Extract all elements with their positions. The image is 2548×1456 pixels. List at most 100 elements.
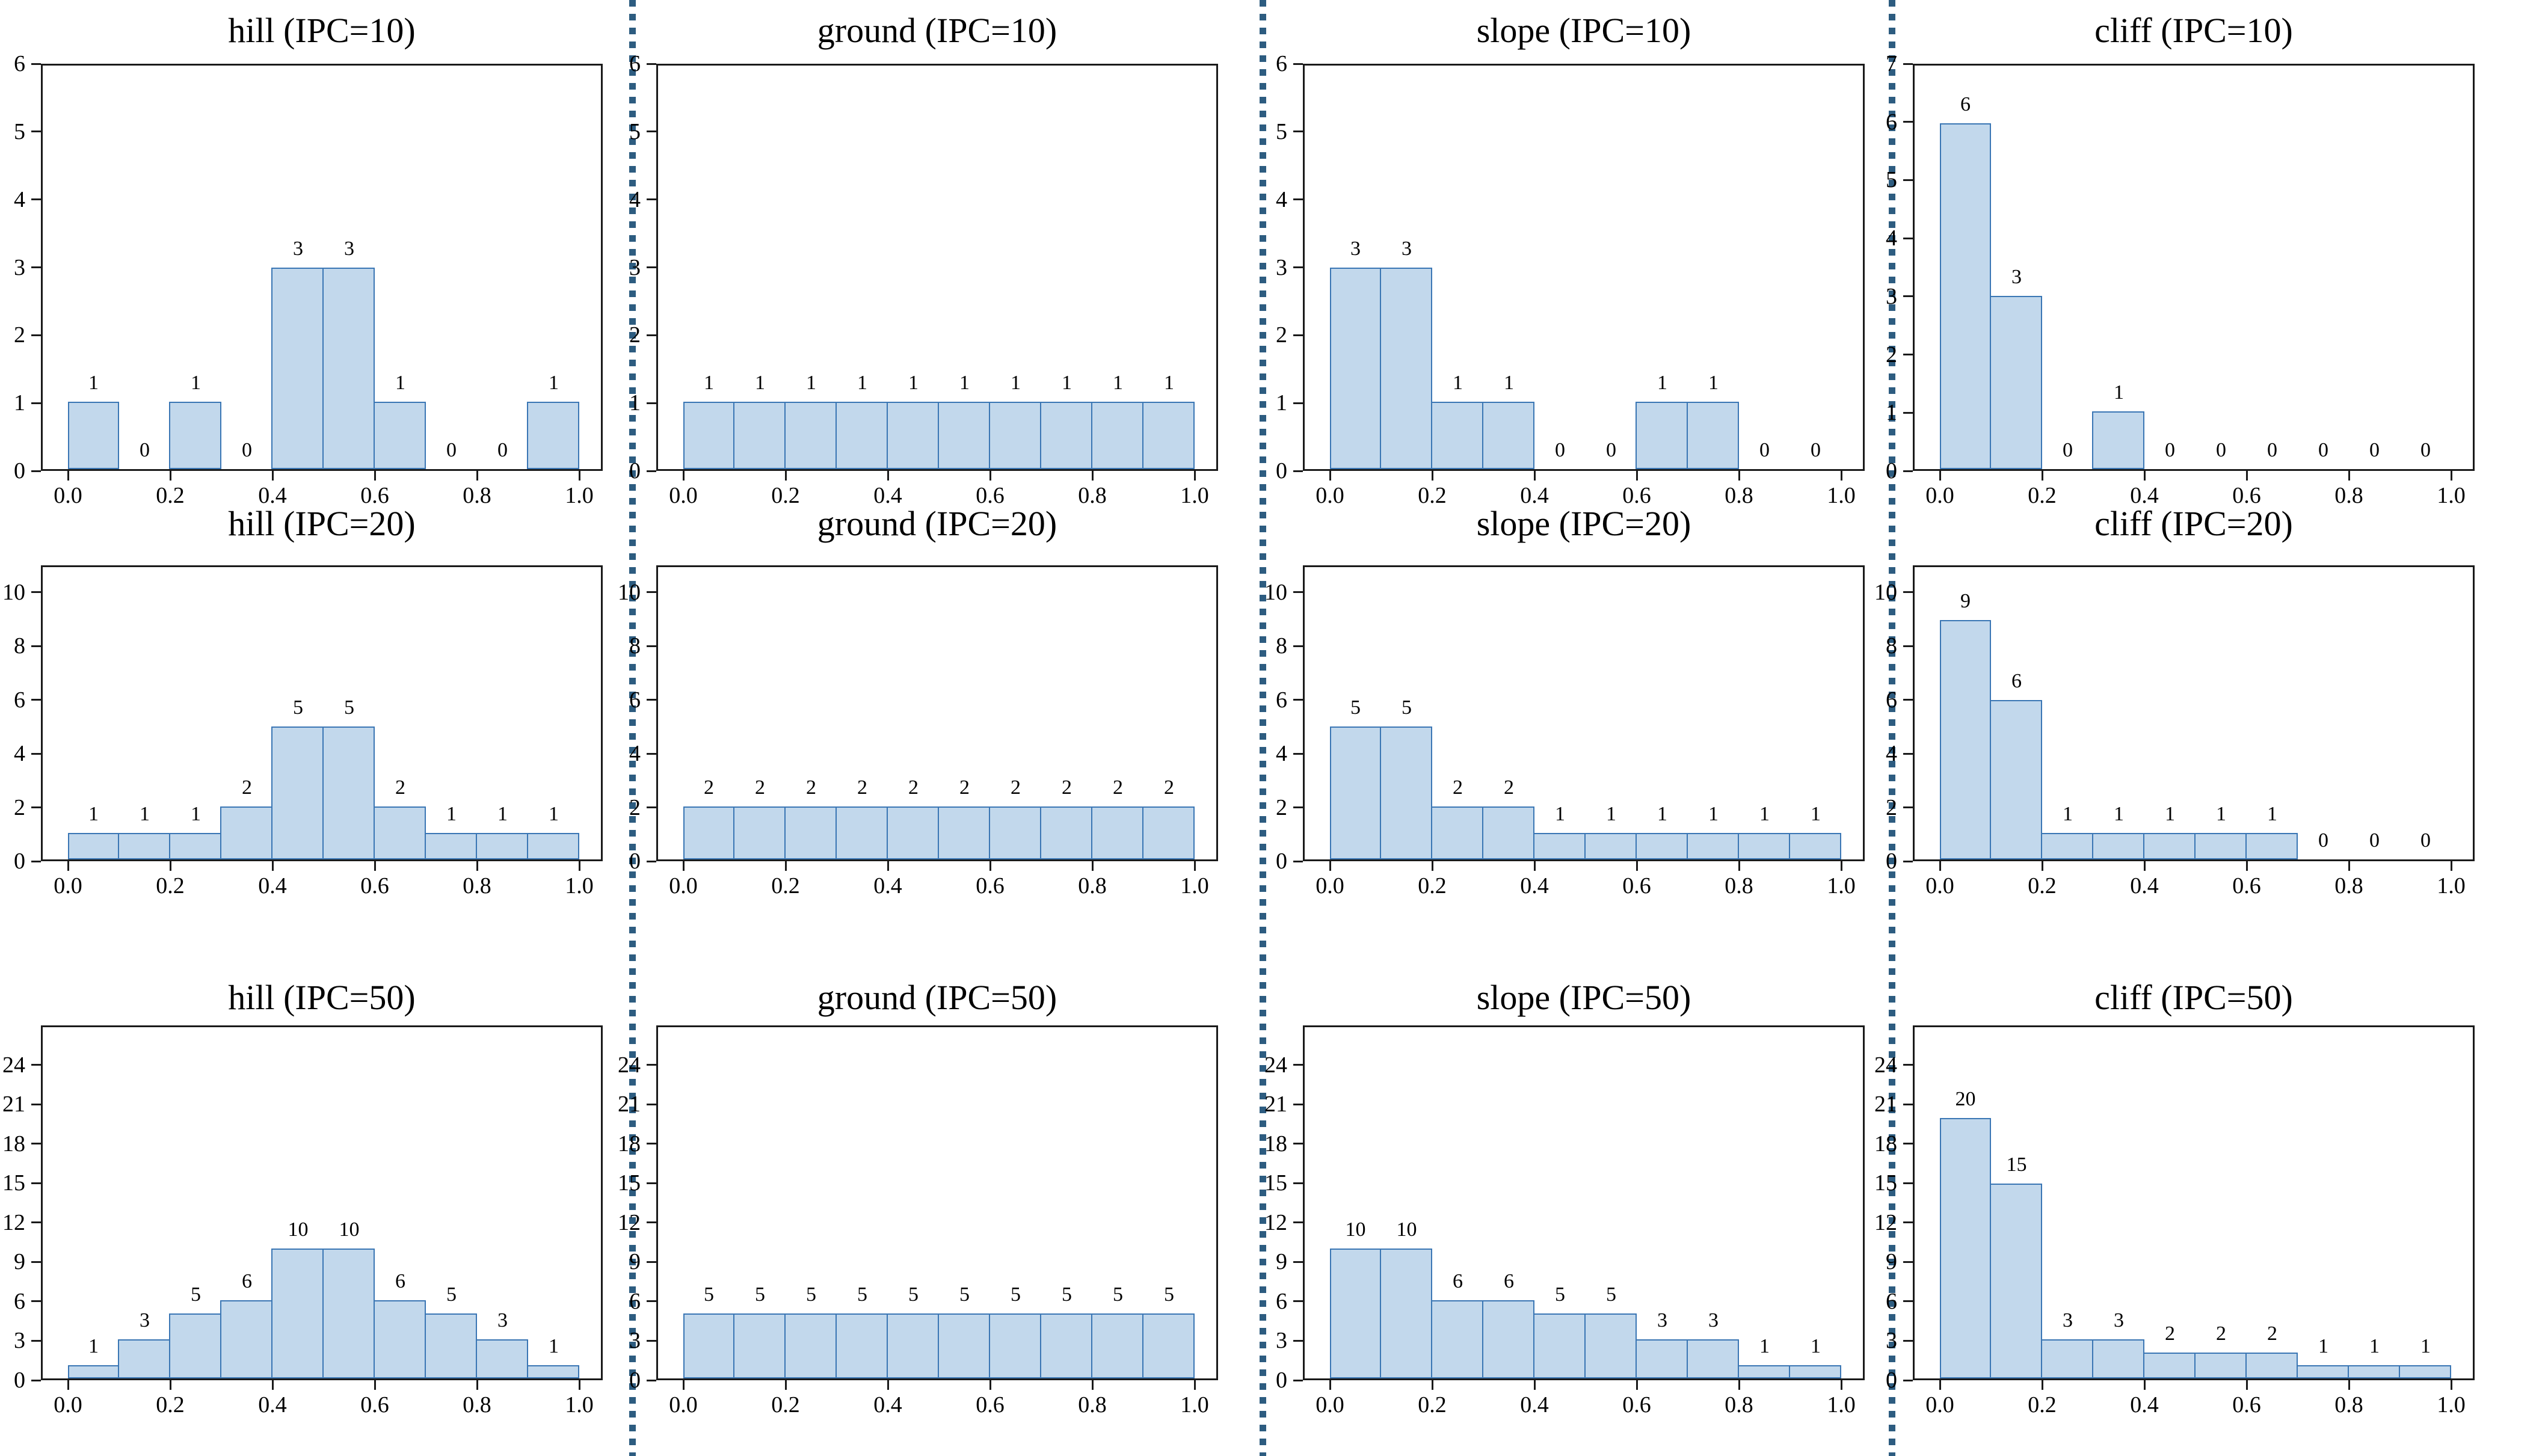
- y-tick-mark: [31, 645, 41, 647]
- histogram-bar: [835, 806, 888, 859]
- bar-value-label: 2: [908, 776, 919, 799]
- y-tick-label: 5: [1886, 167, 1897, 193]
- y-tick-label: 2: [1276, 794, 1287, 820]
- bar-value-label: 2: [755, 776, 765, 799]
- x-tick-label: 0.8: [1078, 1392, 1107, 1418]
- bar-value-label: 3: [1350, 237, 1361, 260]
- x-tick-label: 0.0: [1316, 483, 1344, 508]
- subplot-title: slope (IPC=10): [1476, 11, 1691, 50]
- x-tick-mark: [1636, 1380, 1638, 1390]
- histogram-bar: [2092, 411, 2144, 469]
- x-tick-mark: [1193, 471, 1196, 481]
- plot-area: 1 0 1 0 3 3 1 0 0 1: [41, 64, 603, 471]
- bar-value-label: 2: [2267, 1322, 2277, 1345]
- histogram-bar: [2143, 832, 2196, 859]
- x-tick-mark: [2143, 1380, 2146, 1390]
- y-tick-mark: [1903, 1221, 1913, 1224]
- y-tick-mark: [31, 1064, 41, 1066]
- x-tick-mark: [887, 471, 889, 481]
- x-tick-mark: [784, 861, 787, 871]
- y-tick-label: 8: [1276, 633, 1287, 659]
- bar-value-label: 1: [88, 802, 99, 825]
- y-tick-mark: [647, 1182, 656, 1184]
- histogram-bar: [271, 726, 324, 859]
- y-tick-label: 24: [1874, 1052, 1897, 1078]
- y-tick-mark: [1903, 1064, 1913, 1066]
- y-tick-label: 0: [629, 1368, 641, 1393]
- histogram-bar: [1738, 1365, 1790, 1378]
- bar-value-label: 5: [1062, 1283, 1072, 1306]
- histogram-bar: [527, 832, 579, 859]
- histogram-bar: [683, 806, 734, 859]
- bar-value-label: 1: [395, 372, 405, 395]
- y-tick-mark: [1293, 591, 1303, 594]
- y-tick-mark: [1293, 198, 1303, 201]
- bar-value-label: 1: [1113, 372, 1123, 395]
- y-tick-label: 6: [1276, 687, 1287, 713]
- y-tick-mark: [31, 131, 41, 133]
- x-tick-mark: [374, 471, 376, 481]
- x-tick-label: 0.6: [2232, 873, 2261, 898]
- bar-value-label: 3: [1657, 1309, 1667, 1332]
- x-tick-label: 1.0: [2437, 483, 2466, 508]
- y-tick-mark: [1293, 752, 1303, 755]
- y-tick-label: 0: [629, 458, 641, 484]
- y-tick-mark: [1293, 860, 1303, 862]
- bar-value-label: 2: [1113, 776, 1123, 799]
- bar-value-label: 1: [1606, 802, 1616, 825]
- bar-value-label: 5: [1350, 696, 1361, 719]
- plot-area: 10 10 6 6 5 5 3 3 1 1: [1303, 1025, 1865, 1380]
- bar-value-label: 6: [2011, 669, 2022, 692]
- y-tick-mark: [647, 806, 656, 809]
- x-tick-mark: [1840, 1380, 1842, 1390]
- histogram-bar: [1142, 402, 1195, 469]
- y-tick-label: 18: [2, 1131, 25, 1157]
- y-tick-label: 4: [1276, 186, 1287, 212]
- histogram-bar: [271, 1248, 324, 1378]
- bar-value-label: 0: [2267, 439, 2277, 461]
- plot-area: 5 5 5 5 5 5 5 5 5 5: [656, 1025, 1218, 1380]
- x-tick-mark: [2348, 1380, 2350, 1390]
- y-tick-label: 7: [1886, 51, 1897, 76]
- x-tick-mark: [271, 471, 274, 481]
- plot-area: 1 1 1 1 1 1 1 1 1 1: [656, 64, 1218, 471]
- x-tick-label: 0.2: [771, 483, 800, 508]
- y-tick-label: 2: [14, 322, 25, 348]
- bar-value-label: 1: [191, 802, 201, 825]
- x-tick-mark: [2348, 471, 2350, 481]
- x-tick-label: 1.0: [1827, 1392, 1856, 1418]
- y-tick-label: 24: [2, 1052, 25, 1078]
- histogram-bar: [1584, 832, 1637, 859]
- bar-value-label: 1: [549, 802, 559, 825]
- histogram-bar: [2194, 1352, 2247, 1378]
- y-tick-label: 4: [629, 741, 641, 767]
- y-tick-mark: [31, 1261, 41, 1263]
- histogram-bar: [1990, 1183, 2042, 1378]
- x-tick-mark: [784, 1380, 787, 1390]
- histogram-bar: [68, 1365, 119, 1378]
- bar-value-label: 3: [2063, 1309, 2073, 1332]
- y-tick-mark: [31, 806, 41, 809]
- x-tick-mark: [271, 1380, 274, 1390]
- histogram-bar: [1687, 1339, 1739, 1378]
- bar-value-label: 6: [242, 1270, 252, 1293]
- histogram-bar: [322, 267, 375, 469]
- x-tick-mark: [1939, 1380, 1941, 1390]
- y-tick-label: 1: [1886, 400, 1897, 426]
- bar-value-label: 0: [2063, 439, 2073, 461]
- subplot-title: cliff (IPC=50): [2094, 978, 2293, 1017]
- x-tick-label: 0.6: [360, 483, 389, 508]
- bar-value-label: 1: [1657, 802, 1667, 825]
- x-tick-label: 0.0: [1316, 1392, 1344, 1418]
- x-tick-mark: [1533, 471, 1536, 481]
- x-tick-mark: [476, 861, 478, 871]
- histogram-bar: [2092, 1339, 2144, 1378]
- x-tick-label: 1.0: [1180, 483, 1209, 508]
- y-tick-label: 3: [629, 1328, 641, 1354]
- bar-value-label: 5: [344, 696, 354, 719]
- x-tick-mark: [578, 1380, 580, 1390]
- y-tick-mark: [1293, 402, 1303, 404]
- histogram-bar: [938, 402, 990, 469]
- subplot-slope-ipc50: slope (IPC=50) 10 10 6 6 5 5 3 3 1 1 0 3 6 9 12 15 18 21 24…: [1264, 978, 1911, 1456]
- bar-value-label: 2: [806, 776, 816, 799]
